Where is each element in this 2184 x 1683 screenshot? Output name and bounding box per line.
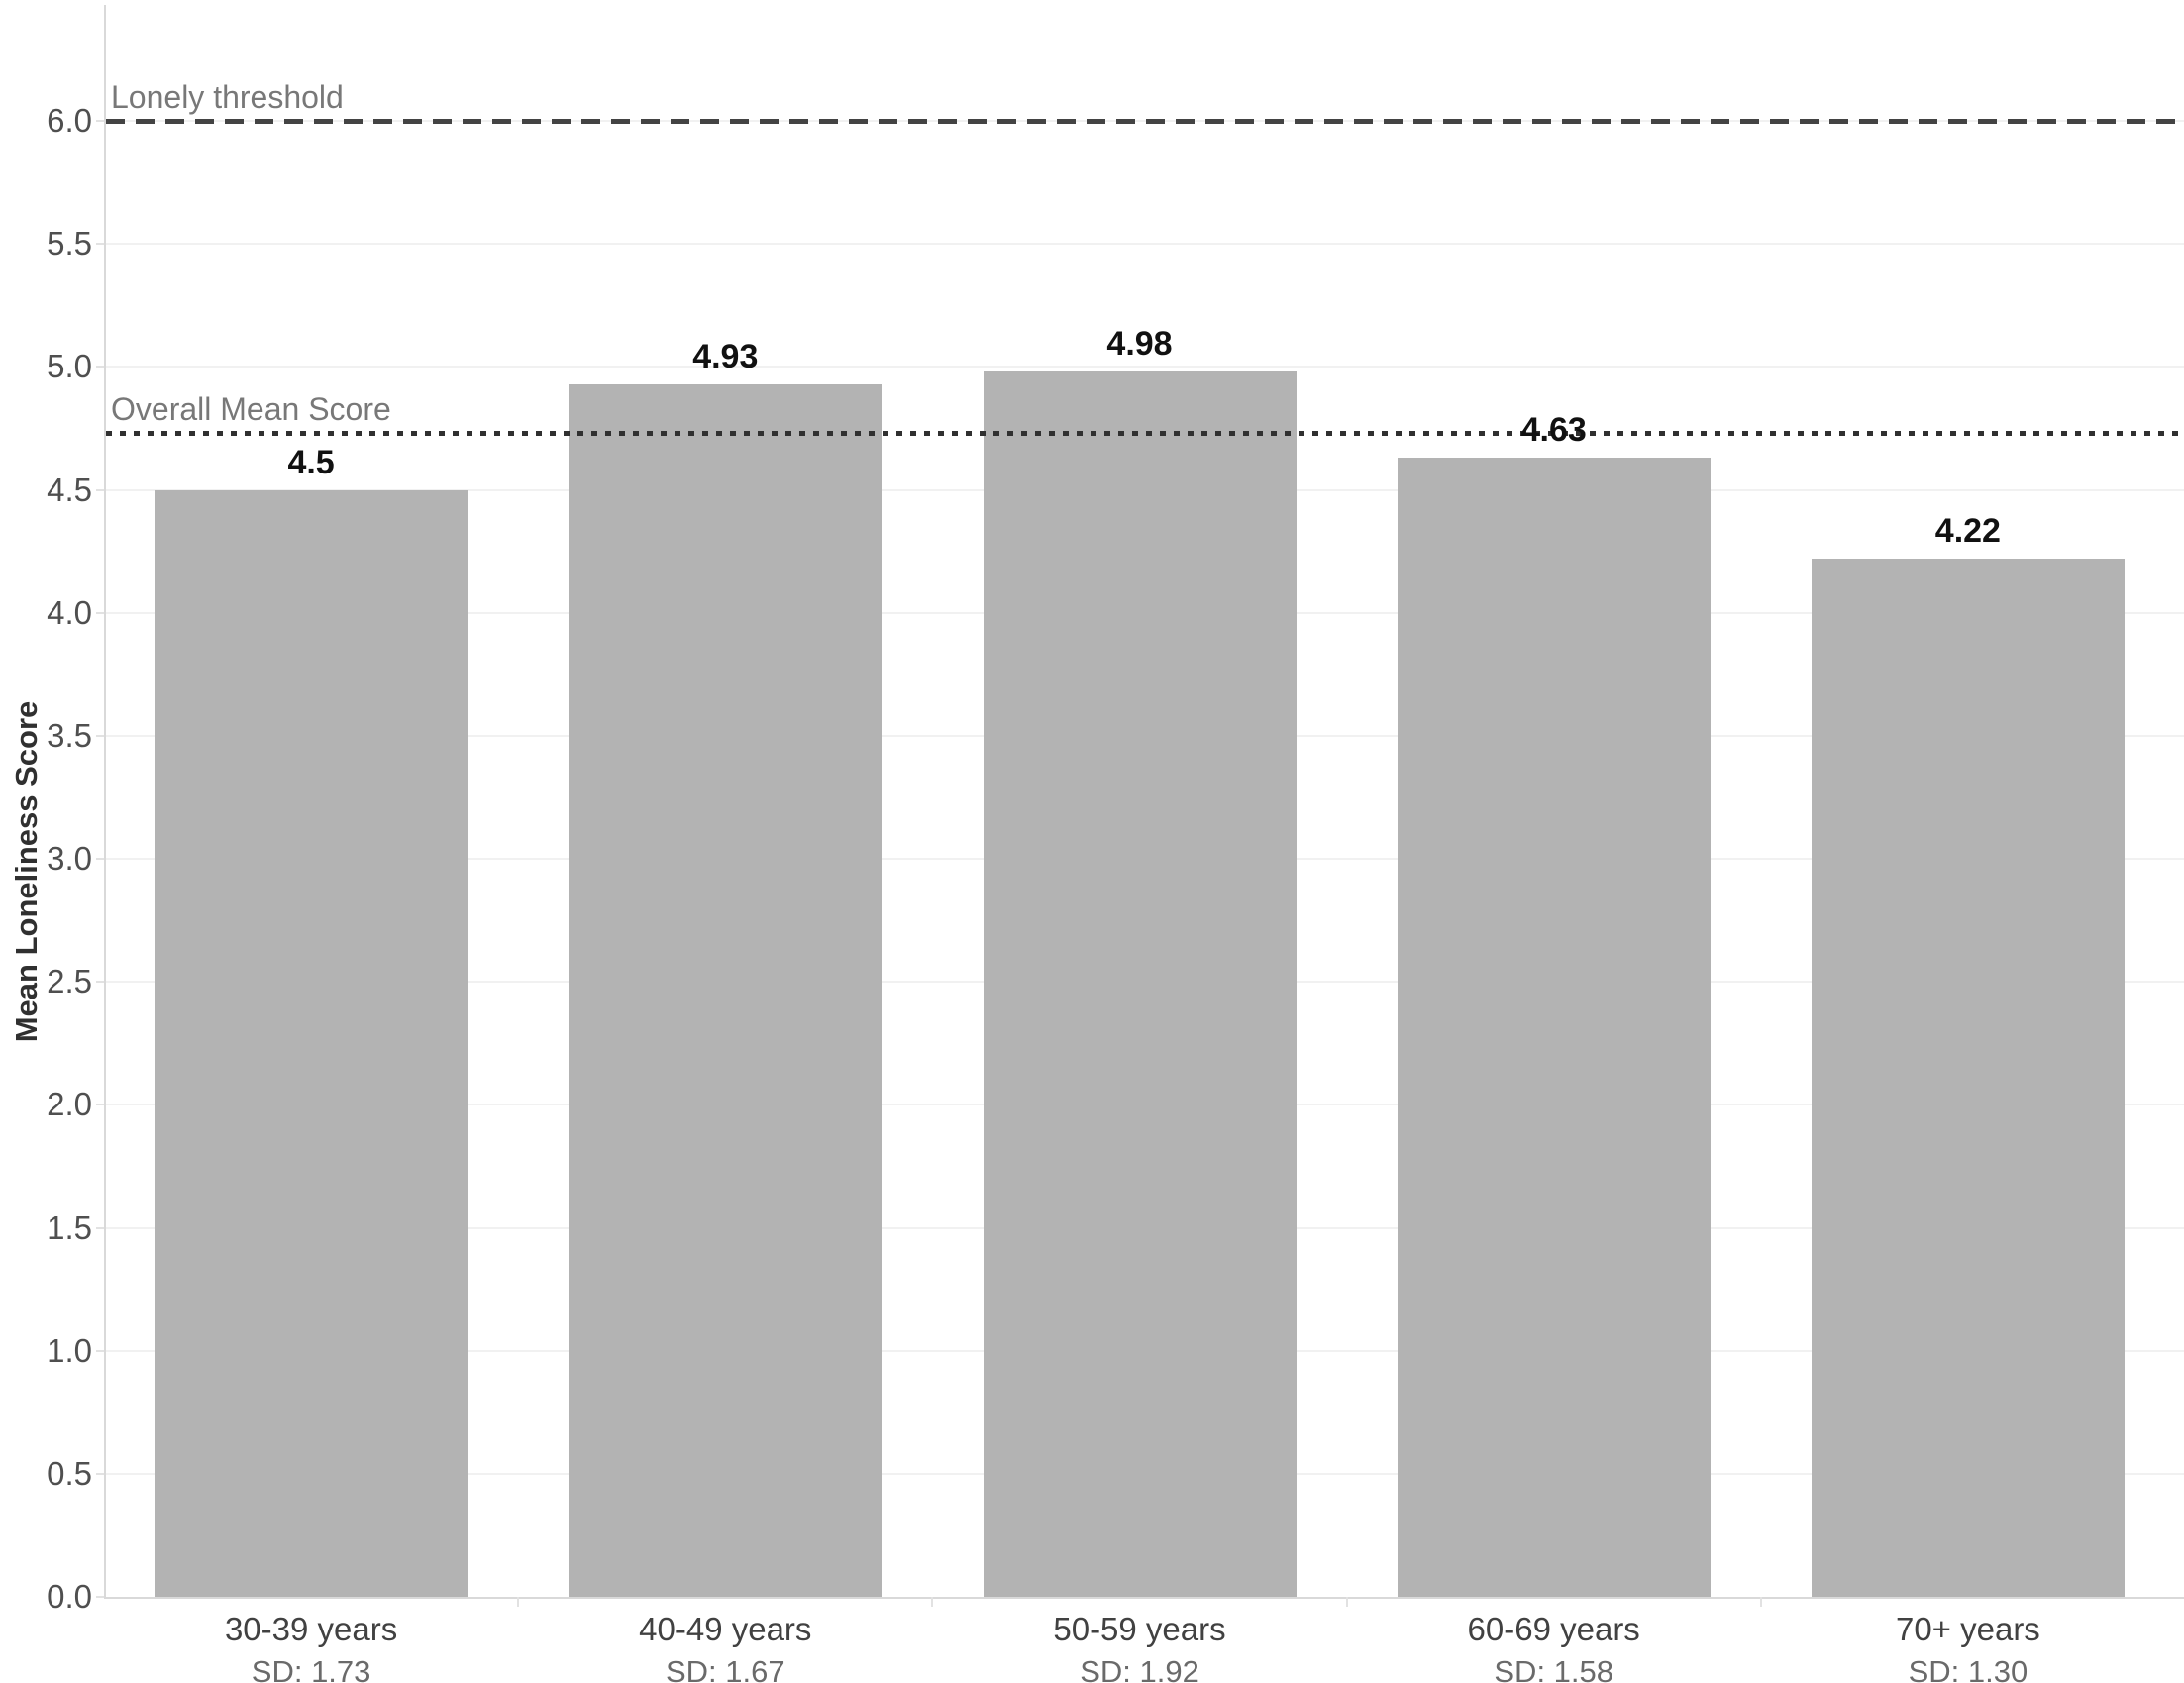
- category-label: 70+ years: [1895, 1611, 2040, 1647]
- x-axis-tick: [517, 1597, 520, 1607]
- y-axis-tick: [96, 243, 104, 246]
- y-tick-label: 1.5: [47, 1209, 92, 1246]
- reference-label-lonely-threshold: Lonely threshold: [111, 79, 344, 116]
- reference-line-overall-mean: [106, 431, 2184, 437]
- sd-label: SD: 1.67: [665, 1654, 785, 1683]
- y-axis-line: [104, 5, 106, 1597]
- gridline: [104, 366, 2184, 368]
- y-tick-label: 3.0: [47, 840, 92, 877]
- sd-label: SD: 1.58: [1494, 1654, 1613, 1683]
- reference-line-lonely-threshold: [106, 119, 2184, 125]
- sd-label: SD: 1.73: [251, 1654, 371, 1683]
- category-label: 30-39 years: [224, 1611, 398, 1647]
- sd-label: SD: 1.92: [1080, 1654, 1199, 1683]
- y-tick-label: 1.0: [47, 1331, 92, 1369]
- y-axis-tick: [96, 366, 104, 368]
- bar: [1811, 559, 2125, 1597]
- bar-value-label: 4.22: [1934, 512, 2001, 551]
- y-tick-label: 4.5: [47, 471, 92, 508]
- x-axis-line: [104, 1597, 2184, 1599]
- bar-value-label: 4.93: [692, 337, 759, 375]
- bar: [155, 489, 468, 1597]
- y-tick-label: 5.0: [47, 348, 92, 385]
- y-axis-tick: [96, 488, 104, 491]
- y-axis-tick: [96, 1596, 104, 1598]
- category-label: 60-69 years: [1467, 1611, 1640, 1647]
- y-axis-tick: [96, 1472, 104, 1475]
- y-tick-label: 3.5: [47, 716, 92, 754]
- bar-value-label: 4.5: [287, 443, 335, 481]
- bar-value-label: 4.63: [1520, 411, 1587, 450]
- y-tick-label: 4.0: [47, 593, 92, 631]
- y-axis-tick: [96, 1226, 104, 1229]
- category-label: 40-49 years: [639, 1611, 812, 1647]
- y-axis-tick: [96, 1104, 104, 1106]
- y-tick-label: 6.0: [47, 102, 92, 140]
- bar: [1397, 458, 1711, 1597]
- y-tick-label: 0.0: [47, 1578, 92, 1615]
- y-axis-tick: [96, 120, 104, 123]
- x-axis-tick: [1759, 1597, 1762, 1607]
- y-tick-label: 2.5: [47, 963, 92, 1000]
- x-axis-tick: [931, 1597, 934, 1607]
- y-axis-tick: [96, 611, 104, 614]
- y-tick-label: 2.0: [47, 1086, 92, 1123]
- y-tick-label: 5.5: [47, 225, 92, 263]
- category-label: 50-59 years: [1053, 1611, 1226, 1647]
- sd-label: SD: 1.30: [1908, 1654, 2028, 1683]
- y-axis-tick: [96, 858, 104, 860]
- x-axis-tick: [1345, 1597, 1348, 1607]
- y-axis-tick: [96, 981, 104, 984]
- reference-label-overall-mean: Overall Mean Score: [111, 391, 391, 428]
- bar-value-label: 4.98: [1106, 325, 1173, 364]
- bar: [569, 383, 883, 1597]
- y-tick-label: 0.5: [47, 1454, 92, 1492]
- bar: [983, 371, 1297, 1597]
- gridline: [104, 243, 2184, 246]
- y-axis-tick: [96, 734, 104, 737]
- y-axis-tick: [96, 1349, 104, 1352]
